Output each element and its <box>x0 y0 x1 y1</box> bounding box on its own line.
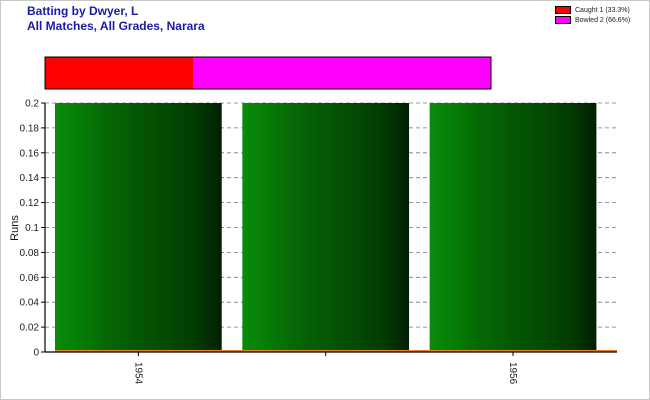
y-tick-label: 0.04 <box>20 298 40 309</box>
y-tick-label: 0.02 <box>20 323 40 334</box>
dismissal-segment-0 <box>45 57 194 89</box>
y-tick-label: 0.18 <box>20 123 40 134</box>
dismissal-segment-1 <box>193 57 491 89</box>
y-tick-label: 0.16 <box>20 148 40 159</box>
legend-label-bowled: Bowled 2 (66.6%) <box>575 16 631 24</box>
x-tick-label: 1956 <box>507 362 518 385</box>
x-tick-label: 1954 <box>132 362 143 385</box>
legend-item-caught: Caught 1 (33.3%) <box>555 5 630 15</box>
y-tick-label: 0.06 <box>20 273 40 284</box>
dismissal-bar-outline <box>44 56 492 90</box>
legend-swatch-bowled <box>555 16 571 24</box>
chart-title: Batting by Dwyer, L <box>27 4 139 18</box>
dismissal-bar <box>44 56 492 90</box>
bar-column <box>242 103 410 352</box>
y-tick-label: 0.1 <box>25 223 39 234</box>
y-tick-label: 0.12 <box>20 198 40 209</box>
legend-item-bowled: Bowled 2 (66.6%) <box>555 15 630 25</box>
y-axis-title: Runs <box>9 215 21 241</box>
bar-column <box>55 103 222 352</box>
legend: Caught 1 (33.3%) Bowled 2 (66.6%) <box>555 5 630 25</box>
y-tick-label: 0 <box>33 348 39 359</box>
plot-area: 0 0.02 0.04 0.06 0.08 0.1 0.12 0.14 0.16 0.18 0.2 1… <box>20 99 617 385</box>
y-tick-label: 0.08 <box>20 248 40 259</box>
bar-column <box>429 103 597 352</box>
y-tick-label: 0.14 <box>20 173 40 184</box>
legend-label-caught: Caught 1 (33.3%) <box>575 6 630 14</box>
chart-subtitle: All Matches, All Grades, Narara <box>27 19 205 33</box>
y-tick-label: 0.2 <box>25 99 39 110</box>
legend-swatch-caught <box>555 6 571 14</box>
